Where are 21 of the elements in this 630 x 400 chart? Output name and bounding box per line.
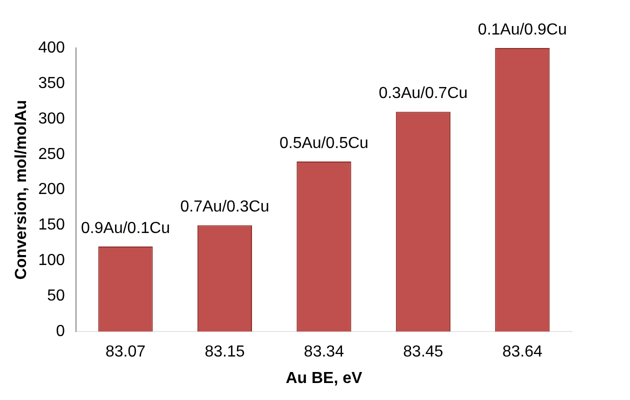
x-tick-label: 83.45 [403,344,444,361]
x-axis-title: Au BE, eV [286,370,362,387]
y-tick-label: 100 [38,252,65,270]
y-tick-label: 50 [47,288,65,305]
x-tick-label: 83.34 [304,344,344,361]
y-tick-label: 350 [38,74,65,92]
x-tick-label: 83.15 [204,344,245,361]
y-tick-label: 300 [38,110,65,128]
annotation: 0.3Au/0.7Cu [378,85,468,102]
x-tick-label: 83.64 [502,344,543,361]
y-tick-label: 150 [38,216,65,234]
y-tick-label: 0 [56,323,65,340]
annotation: 0.9Au/0.1Cu [81,220,170,237]
y-axis-title: Conversion, mol/molAu [13,100,30,280]
y-tick-label: 250 [38,146,65,163]
y-tick-label: 200 [38,181,65,198]
y-tick-label: 400 [38,39,65,56]
annotation: 0.1Au/0.9Cu [478,21,567,38]
annotation: 0.7Au/0.3Cu [180,198,270,216]
x-tick-label: 83.07 [105,344,146,361]
annotation: 0.5Au/0.5Cu [279,134,368,152]
